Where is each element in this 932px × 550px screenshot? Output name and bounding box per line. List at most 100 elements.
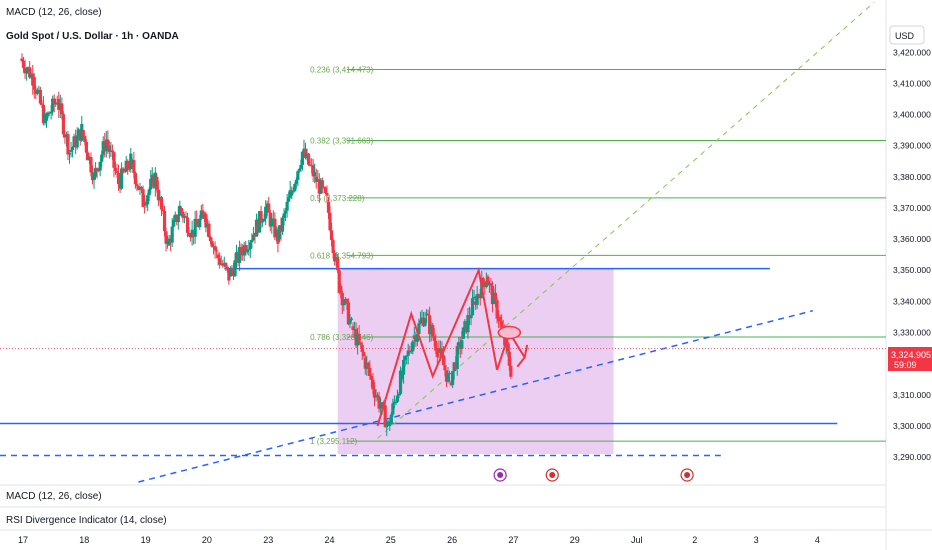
candle-body — [460, 340, 464, 349]
candle-body — [225, 266, 229, 269]
candle-body — [333, 253, 337, 262]
candle-body — [181, 211, 185, 218]
macd-pane-label[interactable]: MACD (12, 26, close) — [6, 491, 102, 502]
y-tick-label: 3,340.000 — [893, 296, 931, 306]
y-tick-label: 3,330.000 — [893, 328, 931, 338]
candle-body — [139, 187, 144, 190]
candle-body — [351, 326, 355, 331]
candle-body — [345, 299, 349, 303]
candle-body — [300, 151, 305, 165]
candle-body — [461, 327, 465, 339]
candle-body — [426, 313, 430, 316]
candle-body — [24, 69, 29, 74]
annotations[interactable] — [0, 266, 886, 482]
candle-body — [336, 257, 340, 271]
candle-body — [106, 139, 110, 146]
event-icon-dot — [684, 472, 691, 478]
candle-body — [224, 263, 228, 267]
indicator-top-label[interactable]: MACD (12, 26, close) — [6, 7, 102, 18]
candle-body — [66, 134, 70, 155]
candle-body — [337, 270, 341, 293]
candle-body — [28, 67, 32, 78]
fibonacci-levels[interactable]: 0.236 (3,414.473) 0.382 (3,391.663) 0.5 (3… — [310, 65, 886, 446]
y-tick-label: 3,300.000 — [893, 421, 931, 431]
candle-body — [81, 130, 85, 137]
candle-body — [368, 367, 372, 377]
candle-body — [401, 359, 406, 375]
candle-body — [230, 269, 234, 271]
candle-body — [340, 292, 344, 306]
candle-body — [46, 112, 50, 117]
candle-body — [199, 210, 203, 219]
current-price-tag[interactable]: 3,324.905 59:09 — [888, 347, 932, 371]
candle-body — [415, 334, 419, 342]
x-tick-label: 23 — [263, 535, 273, 545]
rsi-pane-label[interactable]: RSI Divergence Indicator (14, close) — [6, 515, 167, 526]
price-tag-box — [888, 347, 932, 371]
x-tick-label: 25 — [386, 535, 396, 545]
candle-body — [239, 247, 243, 254]
candle-body — [389, 414, 393, 425]
candle-body — [306, 153, 311, 165]
candle-body — [443, 365, 447, 371]
event-icon-dot — [497, 472, 504, 478]
candle-body — [495, 300, 499, 319]
candle-body — [270, 218, 274, 227]
x-tick-label: 19 — [141, 535, 151, 545]
candle-body — [127, 168, 131, 170]
candle-body — [132, 160, 136, 173]
x-tick-label: 27 — [508, 535, 518, 545]
candle-body — [67, 153, 72, 155]
candle-body — [303, 148, 308, 159]
candle-body — [185, 217, 190, 233]
candle-body — [250, 240, 254, 243]
x-tick-label: 24 — [325, 535, 335, 545]
y-tick-label: 3,290.000 — [893, 452, 931, 462]
candle-body — [331, 240, 335, 254]
candle-body — [472, 296, 476, 299]
candle-body — [498, 316, 502, 322]
x-tick-label: 17 — [18, 535, 28, 545]
candle-body — [394, 401, 398, 403]
currency-box[interactable] — [889, 25, 925, 45]
target-circle — [497, 325, 522, 340]
candle-body — [208, 237, 213, 242]
candle-body — [149, 178, 153, 190]
candle-body — [374, 396, 378, 398]
candle-body — [120, 168, 124, 189]
candle-body — [435, 350, 439, 358]
candle-body — [170, 226, 174, 243]
symbol-title[interactable]: Gold Spot / U.S. Dollar · 1h · OANDA — [6, 31, 179, 42]
candle-body — [403, 356, 407, 360]
candle-body — [434, 340, 438, 351]
currency-label: USD — [895, 31, 915, 41]
candle-body — [297, 168, 301, 172]
price-tag-countdown: 59:09 — [894, 360, 917, 370]
fib-label: 0.5 (3,373.228) — [310, 194, 365, 203]
zigzag-pattern — [376, 266, 499, 427]
drawn-lines[interactable] — [0, 2, 875, 483]
candle-body — [371, 379, 375, 390]
price-tag-value: 3,324.905 — [891, 350, 931, 360]
candle-body — [20, 58, 24, 61]
candle-body — [346, 302, 351, 325]
candle-body — [35, 90, 39, 94]
x-tick-label: 26 — [447, 535, 457, 545]
event-icon-dot — [549, 472, 556, 478]
candle-body — [84, 142, 88, 153]
y-tick-label: 3,410.000 — [893, 78, 931, 88]
candle-body — [375, 394, 380, 397]
candle-body — [349, 318, 354, 320]
x-tick-label: 20 — [202, 535, 212, 545]
candle-body — [506, 342, 510, 352]
candle-body — [328, 212, 332, 231]
candle-body — [164, 231, 168, 244]
candle-body — [406, 350, 410, 356]
candle-body — [69, 149, 73, 152]
candle-body — [377, 396, 381, 409]
candle-body — [75, 135, 79, 148]
time-axis[interactable]: 17 18 19 20 23 24 25 26 27 29 Jul 2 3 4 — [18, 535, 820, 545]
candle-body — [215, 250, 219, 252]
candle-body — [418, 320, 423, 324]
